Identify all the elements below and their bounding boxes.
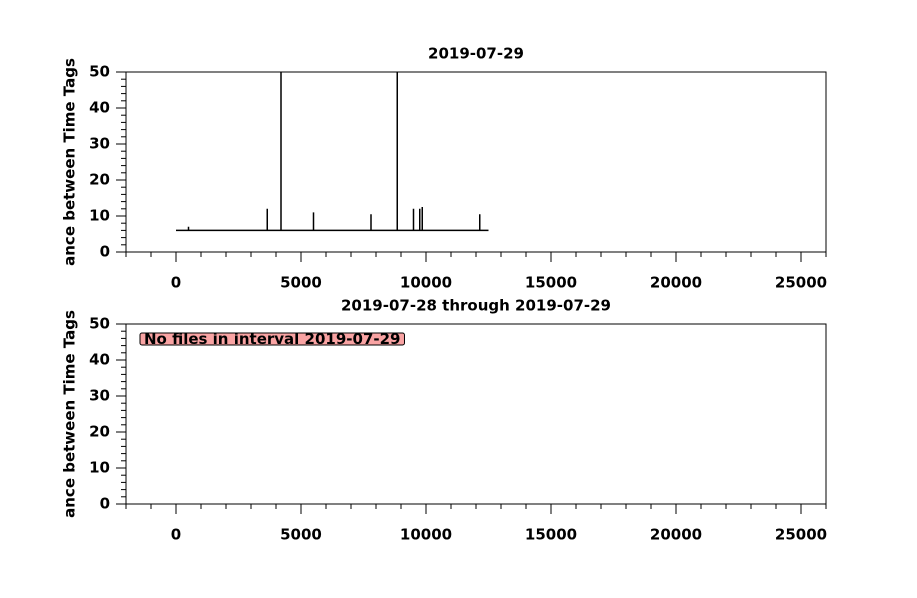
annotation: No files in interval 2019-07-29 (139, 330, 405, 348)
y-axis-label: ance between Time Tags (61, 310, 79, 518)
x-tick-label: 10000 (400, 526, 452, 544)
x-tick-label: 15000 (525, 274, 577, 292)
y-tick-label: 50 (89, 315, 110, 333)
x-tick-label: 20000 (650, 526, 702, 544)
plot-frame (125, 323, 827, 505)
x-tick-label: 0 (171, 526, 181, 544)
annotation-box (139, 332, 405, 346)
chart-title: 2019-07-28 through 2019-07-29 (341, 297, 611, 315)
y-tick-label: 40 (89, 351, 110, 369)
y-tick-label: 30 (89, 387, 110, 405)
x-tick-label: 25000 (775, 274, 827, 292)
plot-frame (125, 71, 827, 253)
y-tick-label: 10 (89, 459, 110, 477)
annotation-text: No files in interval 2019-07-29 (144, 330, 400, 348)
y-tick-label: 40 (89, 99, 110, 117)
x-tick-label: 5000 (280, 274, 322, 292)
x-tick-label: 15000 (525, 526, 577, 544)
y-tick-label: 50 (89, 63, 110, 81)
y-tick-label: 10 (89, 207, 110, 225)
y-tick-label: 0 (100, 243, 110, 261)
y-tick-label: 20 (89, 171, 110, 189)
y-tick-label: 20 (89, 423, 110, 441)
chart-title: 2019-07-29 (428, 45, 524, 63)
x-tick-label: 0 (171, 274, 181, 292)
x-tick-label: 20000 (650, 274, 702, 292)
data-line (176, 72, 489, 232)
y-axis-label: ance between Time Tags (61, 58, 79, 266)
x-tick-label: 5000 (280, 526, 322, 544)
y-tick-label: 30 (89, 135, 110, 153)
y-tick-label: 0 (100, 495, 110, 513)
x-tick-label: 25000 (775, 526, 827, 544)
x-tick-label: 10000 (400, 274, 452, 292)
